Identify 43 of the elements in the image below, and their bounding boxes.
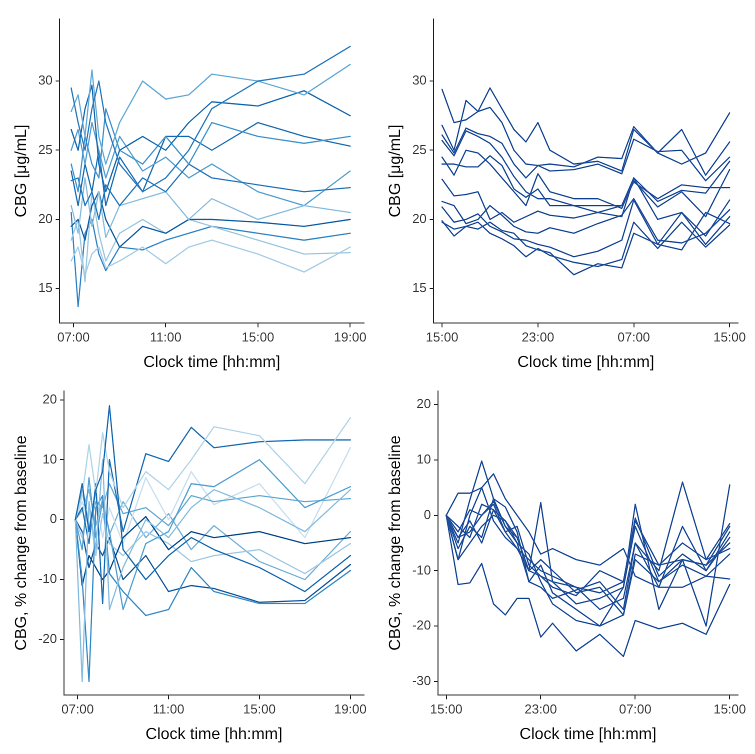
x-tick-label: 15:00 bbox=[242, 330, 274, 345]
y-tick-label: 20 bbox=[416, 396, 431, 412]
y-tick-label: 20 bbox=[42, 391, 57, 406]
x-tick-label: 15:00 bbox=[713, 330, 746, 345]
y-tick-label: -10 bbox=[412, 562, 431, 578]
y-tick-label: -20 bbox=[38, 631, 57, 646]
x-tick-label: 15:00 bbox=[426, 330, 458, 345]
x-tick-label: 15:00 bbox=[713, 702, 746, 717]
y-axis-title: CBG, % change from baseline bbox=[387, 435, 404, 651]
y-tick-label: 30 bbox=[38, 72, 53, 88]
y-tick-label: 20 bbox=[38, 211, 53, 226]
x-tick-label: 07:00 bbox=[61, 702, 94, 717]
y-tick-label: -10 bbox=[38, 571, 57, 586]
x-axis-title: Clock time [hh:mm] bbox=[143, 354, 280, 371]
y-tick-label: 25 bbox=[412, 142, 427, 157]
y-axis-title: CBG [μg/mL] bbox=[387, 124, 404, 218]
x-tick-label: 11:00 bbox=[152, 702, 184, 717]
x-tick-label: 15:00 bbox=[430, 702, 463, 717]
y-tick-label: 0 bbox=[424, 506, 431, 522]
x-tick-label: 07:00 bbox=[618, 702, 652, 717]
y-tick-label: 10 bbox=[416, 452, 431, 467]
x-tick-label: 23:00 bbox=[522, 330, 554, 345]
x-axis-title: Clock time [hh:mm] bbox=[146, 726, 282, 743]
y-tick-label: 0 bbox=[50, 511, 57, 526]
y-tick-label: 15 bbox=[38, 280, 53, 296]
x-tick-label: 23:00 bbox=[524, 702, 558, 717]
x-axis-title: Clock time [hh:mm] bbox=[520, 726, 656, 743]
x-tick-label: 07:00 bbox=[617, 330, 650, 345]
y-tick-label: 25 bbox=[38, 142, 53, 157]
x-tick-label: 19:00 bbox=[334, 702, 367, 717]
y-tick-label: 15 bbox=[412, 280, 427, 296]
x-axis-title: Clock time [hh:mm] bbox=[517, 354, 654, 371]
y-tick-label: 10 bbox=[42, 451, 57, 466]
y-tick-label: 30 bbox=[412, 72, 427, 88]
y-axis-title: CBG [μg/mL] bbox=[13, 124, 30, 218]
y-axis-title: CBG, % change from baseline bbox=[13, 435, 30, 651]
y-tick-label: 20 bbox=[412, 211, 427, 226]
x-tick-label: 11:00 bbox=[150, 330, 182, 345]
x-tick-label: 07:00 bbox=[57, 330, 90, 345]
y-tick-label: -30 bbox=[412, 672, 431, 688]
y-tick-label: -20 bbox=[412, 618, 431, 633]
x-tick-label: 19:00 bbox=[334, 330, 366, 345]
x-tick-label: 15:00 bbox=[243, 702, 276, 717]
